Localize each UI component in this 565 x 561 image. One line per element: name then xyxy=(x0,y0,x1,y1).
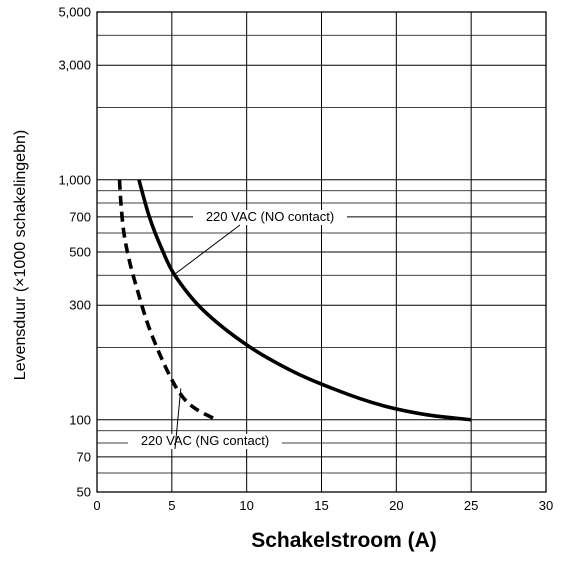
y-tick-label: 500 xyxy=(69,245,91,260)
series-label-leader-220-vac-no-contact xyxy=(173,224,241,276)
series-line-220-vac-no-contact xyxy=(137,179,472,422)
series-label-leader-220-vac-ng-contact xyxy=(174,388,182,450)
x-tick-labels: 0 5 10 15 20 25 30 xyxy=(93,498,553,513)
series-labels: 220 VAC (NO contact) 220 VAC (NG contact) xyxy=(128,209,347,450)
x-tick-label: 0 xyxy=(93,498,100,513)
y-tick-labels: 50 70 100 300 500 700 1,000 3,000 5,000 xyxy=(58,5,91,500)
y-tick-label: 50 xyxy=(77,485,91,500)
series-label-220-vac-ng-contact: 220 VAC (NG contact) xyxy=(141,433,269,448)
y-axis-title: Levensduur (×1000 schakelingebn) xyxy=(12,130,29,380)
x-tick-label: 20 xyxy=(389,498,403,513)
y-tick-label: 1,000 xyxy=(58,172,91,187)
x-tick-label: 10 xyxy=(239,498,253,513)
series-layer xyxy=(117,179,472,422)
y-tick-label: 300 xyxy=(69,298,91,313)
series-label-bg-220-vac-no-contact xyxy=(193,210,347,225)
y-tick-label: 100 xyxy=(69,412,91,427)
y-tick-label: 3,000 xyxy=(58,58,91,73)
series-label-bg-220-vac-ng-contact xyxy=(128,434,282,449)
series-label-220-vac-no-contact: 220 VAC (NO contact) xyxy=(206,209,334,224)
x-tick-label: 15 xyxy=(314,498,328,513)
plot-frame xyxy=(96,11,547,493)
x-tick-label: 25 xyxy=(464,498,478,513)
x-tick-label: 5 xyxy=(168,498,175,513)
y-tick-label: 5,000 xyxy=(58,5,91,20)
y-tick-label: 70 xyxy=(77,449,91,464)
series-line-220-vac-ng-contact xyxy=(117,179,218,422)
x-axis-title: Schakelstroom (A) xyxy=(251,529,437,552)
y-tick-label: 700 xyxy=(69,209,91,224)
x-tick-label: 30 xyxy=(539,498,553,513)
